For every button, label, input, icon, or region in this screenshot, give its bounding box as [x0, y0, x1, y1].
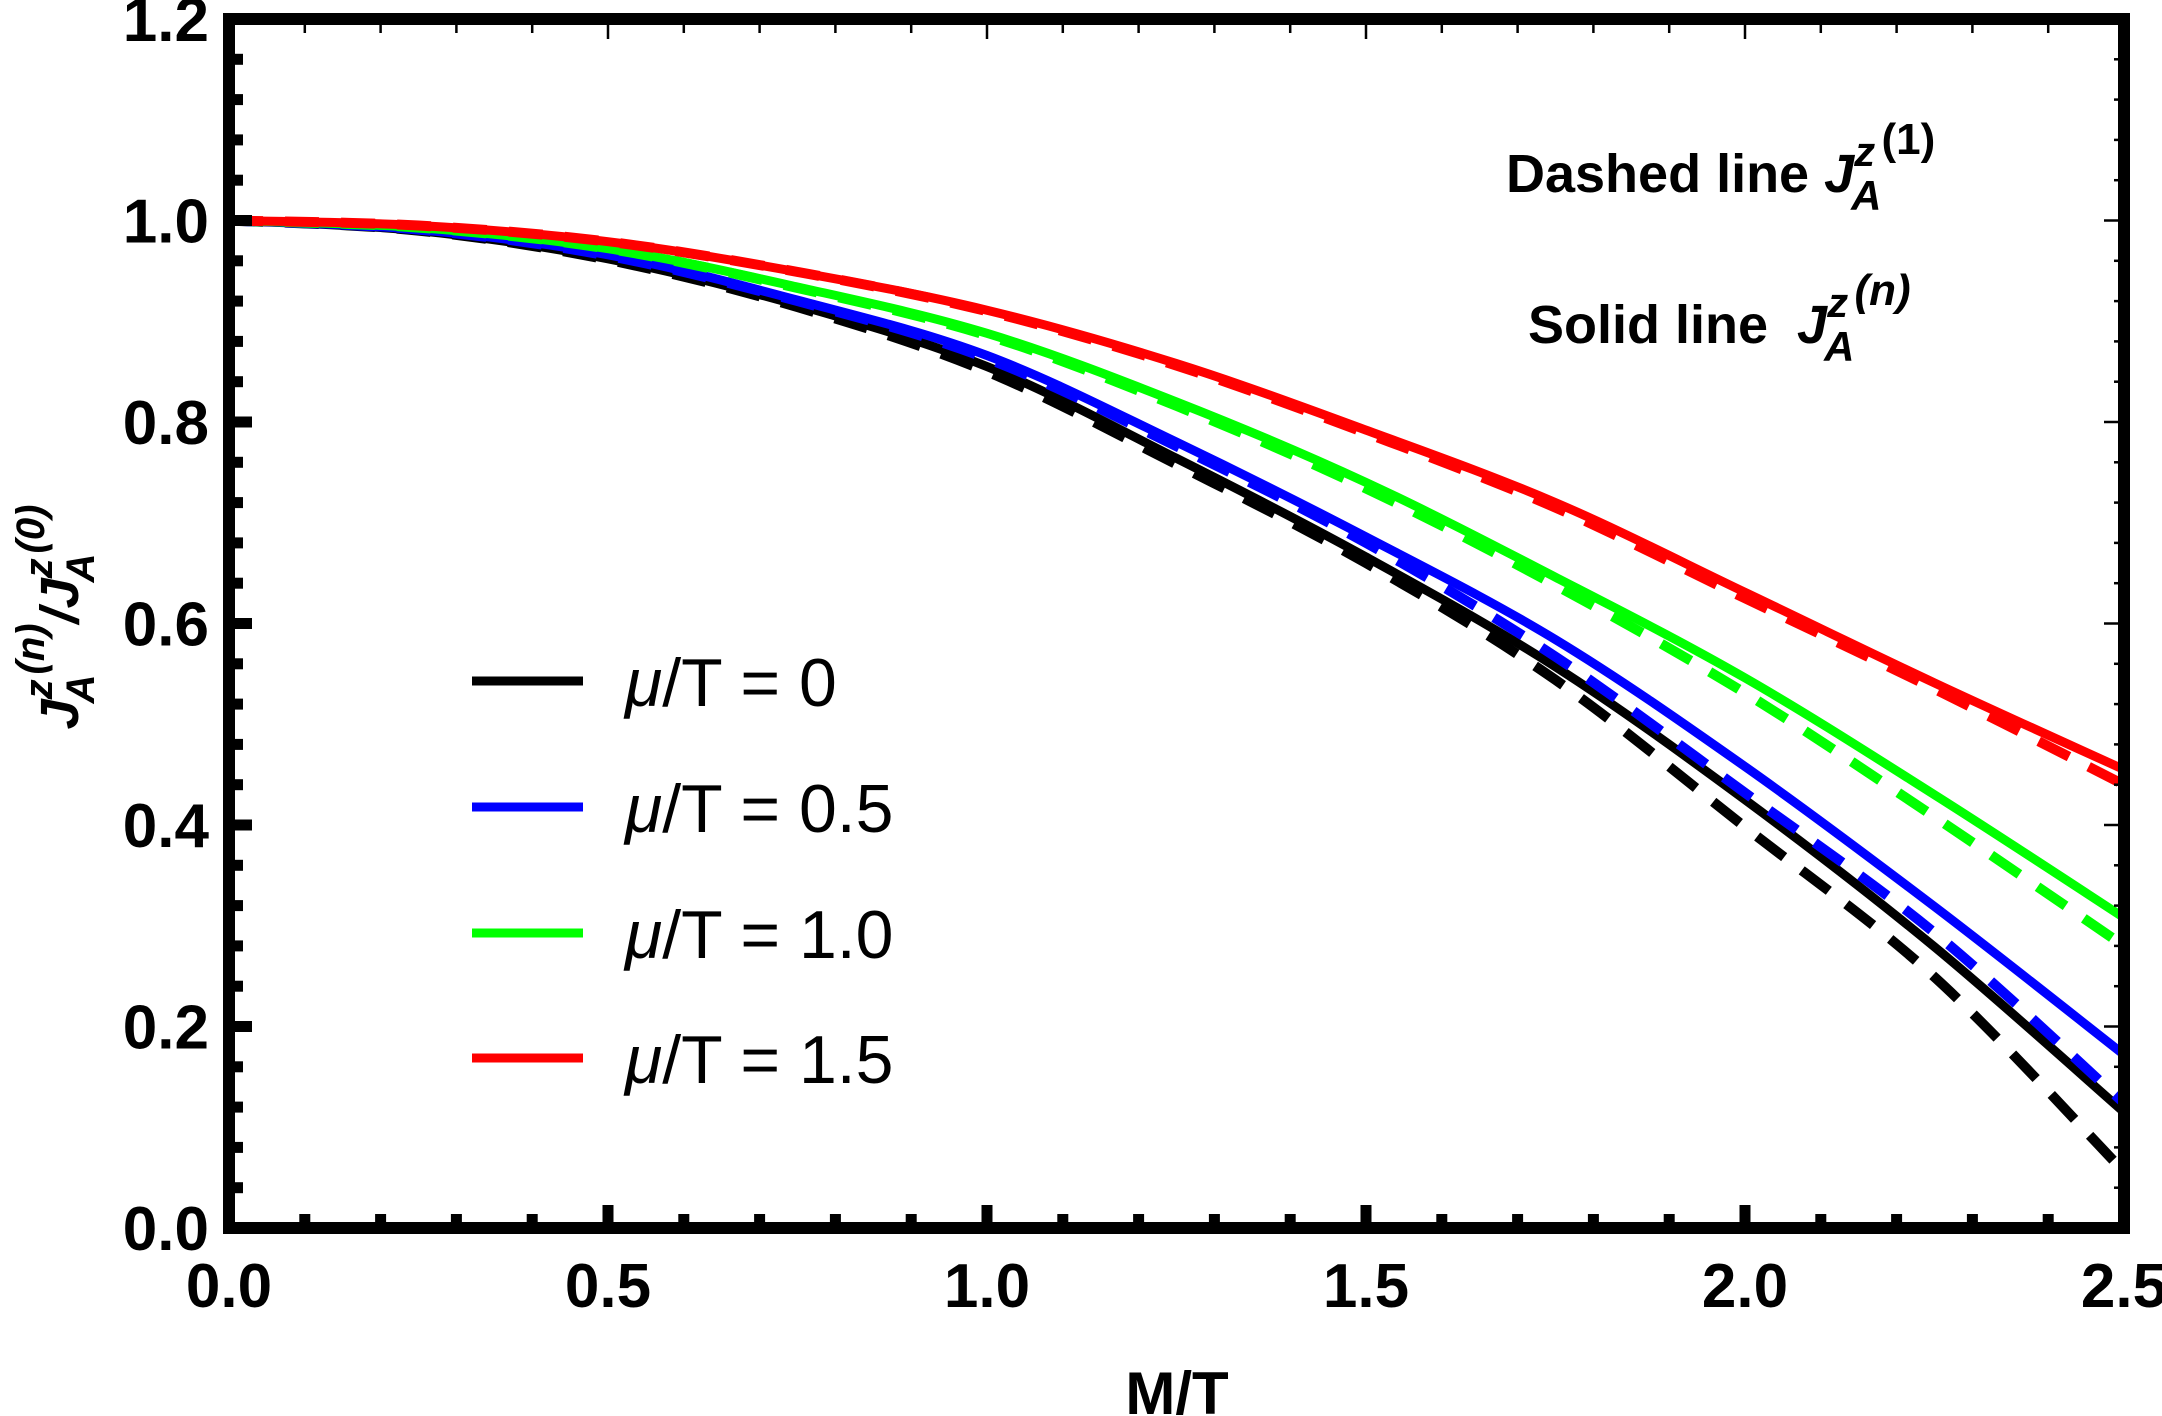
legend-item-mu-0: μ/T = 0 [472, 645, 837, 721]
legend-label: /T = 1.5 [662, 1022, 893, 1098]
annotation-solid-base: J [1797, 295, 1828, 355]
annotation-solid-index: (n) [1854, 266, 1910, 315]
x-tick-label: 2.5 [2081, 1252, 2162, 1321]
y-label-den-sup: z [17, 558, 61, 579]
y-label-num-sup: z [17, 679, 61, 700]
legend-mu: μ [623, 897, 662, 973]
y-axis-label: JzA(n)/JzA(0) [9, 505, 103, 730]
annotation-solid-text: Solid line [1528, 295, 1768, 355]
annotation-dashed-index: (1) [1882, 115, 1936, 164]
svg-text:μ/T = 1.0: μ/T = 1.0 [623, 897, 894, 973]
y-tick-label: 1.2 [123, 0, 209, 55]
svg-text:μ/T = 0.5: μ/T = 0.5 [623, 771, 894, 847]
x-tick-label: 1.0 [944, 1252, 1030, 1321]
annotation-solid-sub: A [1823, 323, 1854, 370]
y-label-num-base: J [30, 698, 90, 729]
series-line--t-1.0-j-1--dashed [229, 215, 2124, 951]
plot-frame [223, 13, 2130, 1234]
legend-item-mu-1.0: μ/T = 1.0 [472, 897, 894, 973]
legend-mu: μ [623, 1022, 662, 1098]
y-label-num-index: (n) [9, 623, 53, 674]
legend-label: /T = 0 [662, 645, 837, 721]
svg-text:μ/T = 1.5: μ/T = 1.5 [623, 1022, 894, 1098]
y-label-den-sub: A [59, 553, 103, 583]
legend-item-mu-0.5: μ/T = 0.5 [472, 771, 894, 847]
legend-item-mu-1.5: μ/T = 1.5 [472, 1022, 894, 1098]
annotation-dashed-text: Dashed line [1506, 144, 1809, 204]
annotation-dashed-sub: A [1850, 172, 1881, 219]
x-tick-label: 2.0 [1702, 1252, 1788, 1321]
y-tick-label: 0.4 [123, 792, 210, 861]
y-tick-label: 1.0 [123, 188, 209, 257]
annotation-solid-sup: z [1826, 279, 1848, 326]
legend-label: /T = 1.0 [662, 897, 893, 973]
y-label-separator: / [30, 603, 90, 625]
y-label-num-sub: A [59, 674, 103, 704]
legend-label: /T = 0.5 [662, 771, 893, 847]
annotation-dashed: Dashed line Jz A(1) [1506, 115, 1935, 219]
y-tick-label: 0.2 [123, 994, 209, 1063]
curves-layer [229, 215, 2124, 1176]
svg-text:JzA(n)/JzA(0): JzA(n)/JzA(0) [9, 505, 103, 730]
annotation-solid: Solid line Jz A(n) [1528, 266, 1911, 370]
legend-mu: μ [623, 645, 662, 721]
y-tick-label: 0.8 [123, 389, 209, 458]
x-tick-label: 0.5 [565, 1252, 651, 1321]
series-line--t-0.5-j-1--dashed [229, 215, 2124, 1107]
tick-labels-layer: 0.0 0.5 1.0 1.5 2.0 2.5 0.0 0.2 0.4 0.6 0.8 1.0 1.2 [123, 0, 2162, 1321]
y-label-den-index: (0) [9, 505, 53, 554]
svg-text:Dashed line JzA(1): Dashed line Jz A(1) [1506, 115, 1935, 219]
x-tick-label: 0.0 [186, 1252, 272, 1321]
x-axis-label: M/T [1125, 1360, 1228, 1416]
svg-text:μ/T = 0: μ/T = 0 [623, 645, 837, 721]
series-line--t-1.5-j-1--dashed [229, 215, 2124, 790]
y-tick-label: 0.0 [123, 1195, 209, 1264]
annotation-dashed-base: J [1824, 144, 1855, 204]
x-tick-label: 1.5 [1323, 1252, 1409, 1321]
legend-mu: μ [623, 771, 662, 847]
annotation-dashed-sup: z [1853, 128, 1875, 175]
y-label-den-base: J [30, 577, 90, 608]
legend: μ/T = 0 μ/T = 0.5 μ/T = 1.0 μ/T = 1.5 [472, 645, 894, 1098]
y-tick-label: 0.6 [123, 591, 209, 660]
svg-text:Solid line JzA(n): Solid line Jz A(n) [1528, 266, 1911, 370]
